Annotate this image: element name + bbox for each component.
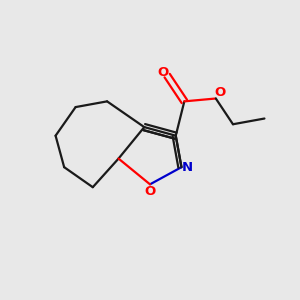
Text: N: N (182, 161, 193, 174)
Text: O: O (144, 185, 156, 198)
Text: O: O (214, 86, 226, 99)
Text: O: O (157, 66, 169, 79)
